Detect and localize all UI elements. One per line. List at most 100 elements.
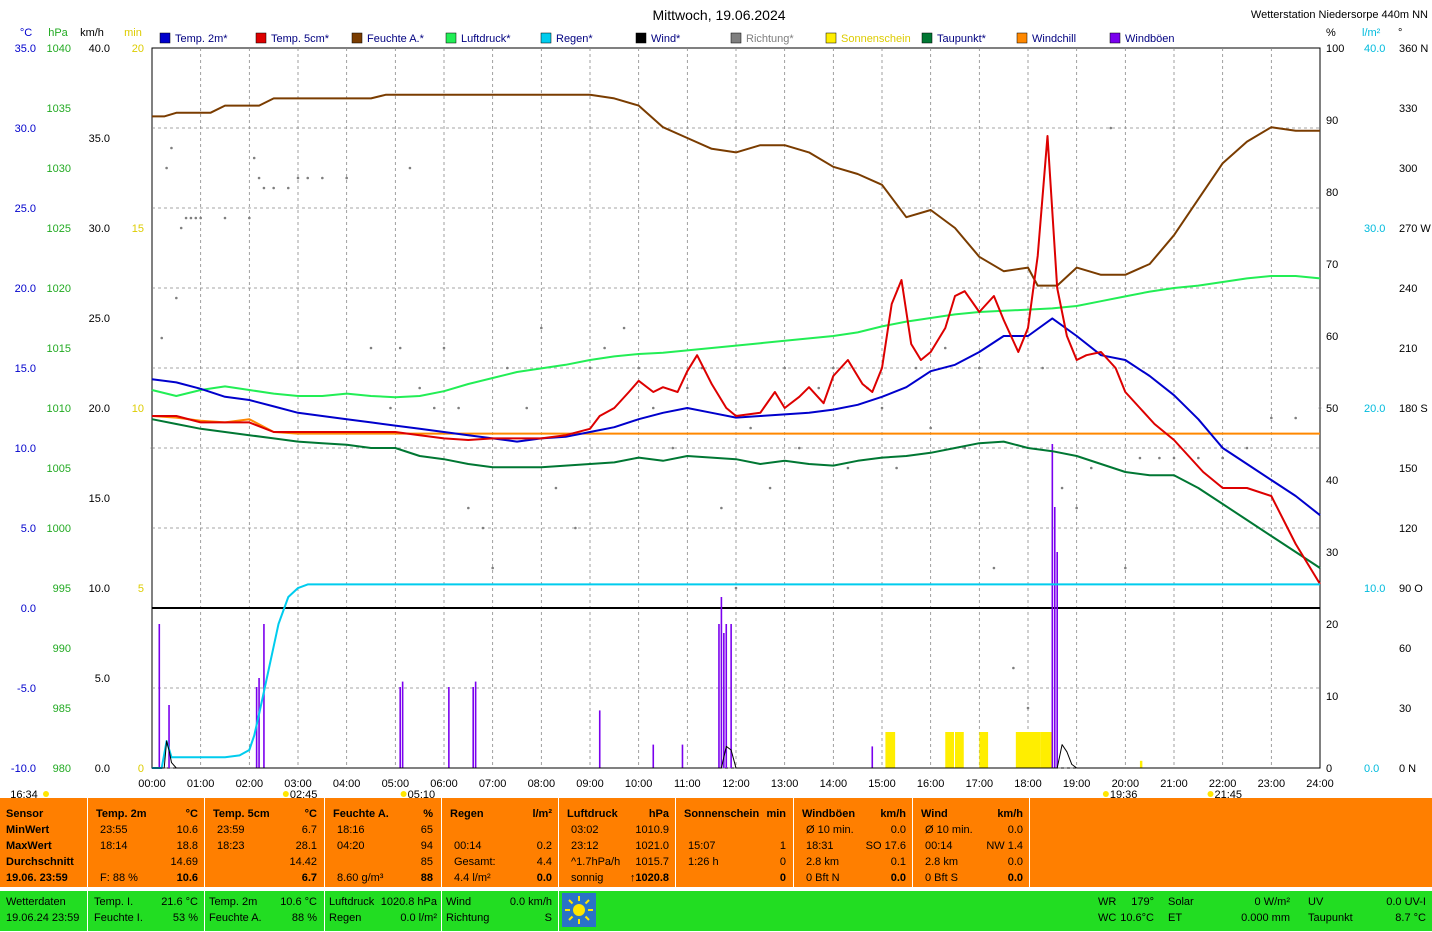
- footer-label: Feuchte I.: [94, 912, 143, 924]
- direction-point: [540, 326, 543, 330]
- direction-point: [525, 406, 529, 410]
- direction-point: [574, 526, 577, 530]
- footer-value: 179°: [1131, 896, 1154, 908]
- direction-point: [1012, 666, 1015, 670]
- direction-point: [749, 426, 752, 430]
- humidity-tick: 60: [1326, 331, 1338, 343]
- legend-label: Regen*: [556, 33, 593, 45]
- footer-value: 1020.8 hPa: [380, 896, 437, 908]
- series-line-feuchte: [152, 93, 1320, 287]
- humidity-tick: 70: [1326, 259, 1338, 271]
- stats-column-wind: Wind km/h Ø 10 min. 0.0 00:14 NW 1.4 2.8 km 0.0…: [913, 798, 1030, 887]
- footer-label: ET: [1168, 912, 1183, 924]
- stats-column-temp2m: Temp. 2m °C 23:55 10.6 18:14 18.8 14.69 F: 88 %…: [88, 798, 205, 887]
- stats-time: Ø 10 min.: [806, 824, 854, 836]
- wind-tick: 0.0: [95, 763, 110, 775]
- stats-time: 4.4 l/m²: [454, 872, 491, 884]
- temp-tick: 35.0: [15, 43, 36, 55]
- stats-time: 00:14: [925, 840, 953, 852]
- temp-tick: 10.0: [15, 443, 36, 455]
- legend-swatch: [255, 32, 267, 44]
- direction-point: [880, 406, 884, 410]
- direction-point: [457, 406, 460, 410]
- stats-time: 18:14: [100, 840, 128, 852]
- direction-tick: 240: [1399, 283, 1417, 295]
- direction-point: [1041, 366, 1044, 370]
- stats-unit: °C: [185, 808, 198, 820]
- wind-tick: 40.0: [89, 43, 110, 55]
- x-tick: 16:00: [917, 778, 945, 790]
- weather-chart: Mittwoch, 19.06.2024 Wetterstation Nieder…: [10, 7, 1431, 798]
- temp-tick: 20.0: [15, 283, 36, 295]
- stats-time: ^1.7hPa/h: [571, 856, 621, 868]
- direction-point: [1060, 486, 1064, 490]
- direction-point: [252, 156, 256, 160]
- stats-header: Feuchte A.: [333, 808, 389, 820]
- footer-label: Wind: [446, 896, 472, 908]
- sunshine-bar: [1015, 732, 1028, 768]
- event-marker-label: 05:10: [408, 789, 436, 798]
- temp-tick: 15.0: [15, 363, 36, 375]
- stats-unit: °C: [304, 808, 317, 820]
- rain-tick: 20.0: [1364, 403, 1385, 415]
- humidity-tick: 10: [1326, 691, 1338, 703]
- direction-point: [651, 406, 655, 410]
- direction-point: [306, 176, 310, 180]
- stats-column-feuchte: Feuchte A.% 18:16 65 04:20 94 85 8.60 g/m³ 88: [325, 798, 442, 887]
- stats-unit: %: [423, 808, 433, 820]
- x-tick: 21:00: [1160, 778, 1188, 790]
- x-tick: 05:00: [382, 778, 410, 790]
- sunshine-bar: [885, 732, 896, 768]
- stats-value: 4.4: [536, 856, 552, 868]
- stats-time: 00:14: [454, 840, 482, 852]
- stats-unit: km/h: [880, 808, 906, 820]
- sun-tick: 15: [132, 223, 144, 235]
- direction-point: [1026, 706, 1030, 710]
- direction-point: [175, 296, 178, 300]
- stats-value: 10.6: [176, 824, 198, 836]
- legend-label: Feuchte A.*: [367, 33, 425, 45]
- x-tick: 09:00: [576, 778, 604, 790]
- stats-header: Regen: [450, 808, 484, 820]
- direction-point: [262, 186, 266, 190]
- direction-point: [1158, 456, 1161, 460]
- stats-value: 0.0: [890, 824, 906, 836]
- footer-label: UV: [1308, 896, 1324, 908]
- stats-current-label: 19.06. 23:59: [6, 872, 68, 884]
- footer-label: WC: [1098, 912, 1117, 924]
- direction-point: [223, 216, 227, 220]
- stats-header: Luftdruck: [567, 808, 618, 820]
- legend-swatch: [445, 32, 457, 44]
- stats-value: 6.7: [301, 824, 317, 836]
- stats-time: sonnig: [571, 872, 604, 884]
- direction-tick: 120: [1399, 523, 1417, 535]
- x-tick: 14:00: [820, 778, 848, 790]
- rain-tick: 30.0: [1364, 223, 1385, 235]
- stats-time: 23:12: [571, 840, 599, 852]
- direction-point: [929, 426, 932, 430]
- footer-title: Wetterdaten: [6, 896, 66, 908]
- footer-wetterdaten: Wetterdaten 19.06.24 23:59: [0, 891, 88, 931]
- footer-label: Richtung: [446, 912, 490, 924]
- stats-max-label: MaxWert: [6, 840, 52, 852]
- footer-column-f7: Solar 0 W/m² ET 0.000 mm: [1164, 891, 1304, 931]
- direction-point: [783, 366, 786, 370]
- legend-swatch: [540, 32, 552, 44]
- sunny-weather-icon: [562, 893, 596, 927]
- direction-point: [194, 216, 198, 220]
- direction-point: [1109, 126, 1113, 130]
- stats-header: Temp. 5cm: [213, 808, 270, 820]
- direction-tick: 330: [1399, 103, 1417, 115]
- direction-point: [179, 226, 183, 230]
- stats-time: 23:59: [217, 824, 245, 836]
- sunshine-bar: [945, 732, 955, 768]
- stats-value: 1010.9: [635, 824, 669, 836]
- direction-point: [1138, 456, 1142, 460]
- pressure-tick: 1005: [47, 463, 71, 475]
- direction-point: [914, 366, 918, 370]
- event-marker-label: 21:45: [1215, 789, 1243, 798]
- x-tick: 24:00: [1306, 778, 1334, 790]
- x-tick: 04:00: [333, 778, 361, 790]
- axis-unit-label: °: [1398, 27, 1402, 39]
- stats-value: 14.42: [289, 856, 317, 868]
